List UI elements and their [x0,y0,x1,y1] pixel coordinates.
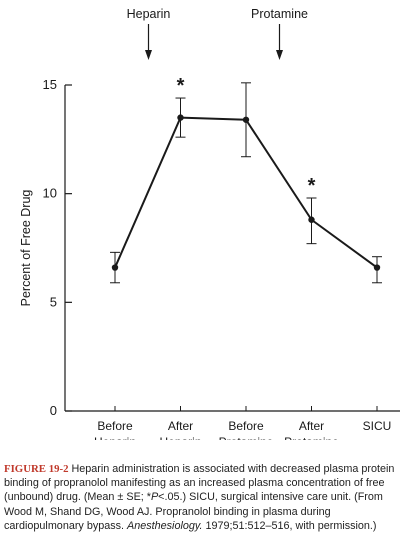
y-tick-label: 5 [50,294,57,309]
data-point [373,264,381,271]
down-arrow-icon [145,50,152,60]
x-tick-label: Heparin [159,435,201,440]
caption-p-symbol: P [150,491,159,504]
y-tick-label: 15 [43,77,57,92]
significance-asterisk: * [308,175,316,197]
data-point [242,116,250,123]
x-tick-labels: Before Heparin After Heparin Before Protamine… [94,419,391,440]
event-label: Protamine [251,7,308,21]
down-arrow-icon [276,50,283,60]
chart-axes: 0 5 10 15 [43,77,400,418]
caption-text-after-p: <.05.) SICU, surgical intensive care uni… [4,491,383,532]
figure-label: FIGURE 19-2 [4,463,69,475]
data-points [111,114,381,271]
y-tick-label: 0 [50,403,57,418]
data-point [308,216,315,223]
significance-markers: ** [177,75,316,197]
x-tick-label: After [299,419,324,433]
caption-text-main: Heparin administration is associated wit… [4,463,395,504]
x-tick-label: After [168,419,193,433]
x-tick-label: Heparin [94,435,136,440]
caption-journal: Anesthesiology. [127,519,203,532]
event-markers: Heparin Protamine [127,7,308,60]
x-tick-label: Protamine [219,435,274,440]
x-tick-label: SICU [363,419,392,433]
data-point [177,114,184,121]
y-tick-label: 10 [43,186,57,201]
error-bars [110,82,382,284]
significance-asterisk: * [177,75,185,97]
line-chart: Heparin Protamine 0 5 10 15 Percent of Free … [19,7,400,440]
y-axis-label-group: Percent of Free Drug [19,190,33,307]
x-tick-label: Protamine [284,435,339,440]
x-tick-label: Before [228,419,264,433]
y-axis-label: Percent of Free Drug [19,190,33,307]
event-label: Heparin [127,7,171,21]
x-tick-label: Before [97,419,133,433]
figure-caption: FIGURE 19-2 Heparin administration is as… [4,462,396,533]
caption-text-tail: 1979;51:512–516, with permission.) [202,519,377,532]
data-point [111,264,119,271]
